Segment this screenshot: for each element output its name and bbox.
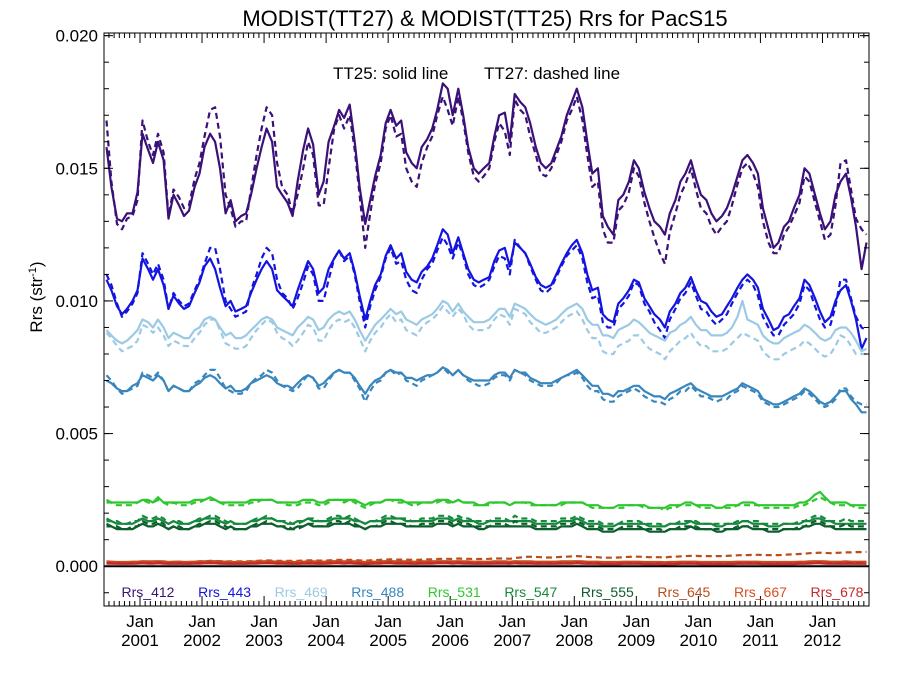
series-line-rrs-645-tt27-dashed (106, 550, 867, 564)
legend-entry: Rrs_531 (428, 584, 481, 600)
x-tick-year-label: 2012 (804, 631, 842, 650)
x-tick-month-label: Jan (436, 612, 463, 631)
legend-entry: Rrs_488 (351, 584, 404, 600)
x-tick-year-label: 2008 (555, 631, 593, 650)
legend-entry: Rrs_667 (734, 584, 787, 600)
series-line-rrs-412-tt27-dashed (105, 95, 868, 265)
y-axis-label-superscript: -1 (27, 267, 39, 277)
series-lines (105, 82, 868, 566)
y-tick-label: 0.005 (55, 425, 98, 444)
x-tick-year-label: 2002 (183, 631, 221, 650)
y-axis-ticks: 0.000 0.005 0.010 0.015 0.020 (55, 27, 869, 594)
note-solid-line: TT25: solid line (333, 64, 448, 83)
legend-entry: Rrs_443 (198, 584, 251, 600)
x-tick-month-label: Jan (685, 612, 712, 631)
y-tick-label: 0.020 (55, 27, 98, 46)
x-tick-month-label: Jan (747, 612, 774, 631)
legend-entry: Rrs_678 (811, 584, 864, 600)
x-tick-month-label: Jan (188, 612, 215, 631)
series-line-rrs-443-tt27-dashed (105, 236, 868, 340)
series-line-rrs-531-tt25-solid (105, 490, 867, 509)
x-tick-year-label: 2004 (307, 631, 345, 650)
legend-entry: Rrs_547 (504, 584, 557, 600)
series-line-rrs-555-tt25-solid (106, 522, 867, 533)
legend-entry: Rrs_412 (122, 584, 175, 600)
series-line-rrs-488-tt27-dashed (105, 366, 867, 409)
y-tick-label: 0.000 (55, 557, 98, 576)
series-line-rrs-412-tt25-solid (105, 82, 868, 271)
x-tick-year-label: 2005 (369, 631, 407, 650)
series-line-rrs-469-tt27-dashed (105, 305, 867, 361)
note-dashed-line: TT27: dashed line (484, 64, 620, 83)
x-tick-year-label: 2006 (431, 631, 469, 650)
series-line-rrs-488-tt25-solid (105, 366, 867, 414)
x-tick-month-label: Jan (809, 612, 836, 631)
x-tick-month-label: Jan (623, 612, 650, 631)
x-axis-ticks: Jan2001Jan2002Jan2003Jan2004Jan2005Jan20… (108, 33, 870, 650)
x-tick-month-label: Jan (312, 612, 339, 631)
y-axis-label: Rrs (str-1) (27, 261, 46, 332)
x-tick-year-label: 2011 (742, 631, 779, 650)
series-line-rrs-547-tt25-solid (106, 517, 867, 528)
y-axis-label-main: Rrs (str (27, 277, 46, 333)
x-tick-month-label: Jan (126, 612, 153, 631)
x-tick-year-label: 2007 (493, 631, 531, 650)
series-line-rrs-443-tt25-solid (105, 228, 868, 350)
x-tick-year-label: 2010 (679, 631, 717, 650)
y-axis-label-close: ) (27, 261, 46, 267)
series-line-rrs-555-tt27-dashed (105, 519, 867, 533)
legend: Rrs_412 Rrs_443 Rrs_469 Rrs_488 Rrs_531 Rrs_5… (122, 584, 864, 600)
series-line-rrs-531-tt27-dashed (106, 496, 867, 512)
x-tick-month-label: Jan (561, 612, 588, 631)
series-line-rrs-678-tt27-dashed (106, 561, 867, 565)
y-tick-label: 0.010 (55, 292, 98, 311)
x-tick-year-label: 2001 (121, 631, 159, 650)
y-tick-label: 0.015 (55, 159, 98, 178)
legend-entry: Rrs_469 (275, 584, 328, 600)
x-tick-year-label: 2009 (617, 631, 655, 650)
x-tick-month-label: Jan (374, 612, 401, 631)
legend-entry: Rrs_645 (657, 584, 710, 600)
x-tick-month-label: Jan (250, 612, 277, 631)
plot-frame (103, 32, 870, 607)
x-tick-month-label: Jan (499, 612, 526, 631)
chart-title: MODIST(TT27) & MODIST(TT25) Rrs for PacS… (242, 6, 727, 31)
x-tick-year-label: 2003 (245, 631, 283, 650)
legend-entry: Rrs_555 (581, 584, 634, 600)
series-line-rrs-469-tt25-solid (105, 299, 868, 353)
series-line-rrs-547-tt27-dashed (105, 514, 867, 528)
